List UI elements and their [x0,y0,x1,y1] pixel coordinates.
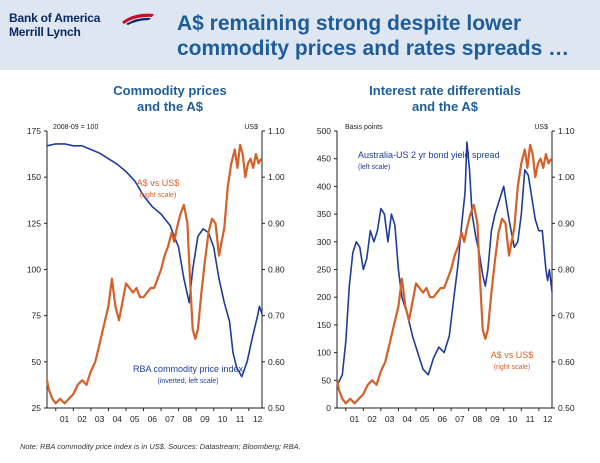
chart1-right-tick-label: 0.70 [268,311,285,321]
chart1-series-sublabel-1: (inverted, left scale) [157,378,218,385]
chart2-x-tick-label: 09 [490,414,500,424]
chart1-x-tick-label: 10 [218,414,228,424]
chart2-x-tick-label: 07 [455,414,465,424]
chart2-right-axis-label: US$ [534,124,548,131]
flag-logo-icon [122,13,154,25]
chart1-right-tick-label: 1.00 [268,172,285,182]
chart1-right-tick-label: 0.60 [268,357,285,367]
chart2-right-tick-label: 1.00 [558,172,575,182]
chart2-left-tick-label: 250 [317,265,331,275]
chart2-right-tick-label: 0.60 [558,357,575,367]
chart2-left-tick-label: 400 [317,181,331,191]
left-panel-title-line-2: and the A$ [137,99,203,114]
chart2-right-tick-label: 1.10 [558,126,575,136]
chart2-left-tick-label: 300 [317,237,331,247]
chart2-right-tick-label: 0.50 [558,403,575,413]
chart2-x-tick-label: 04 [402,414,412,424]
chart1-x-tick-label: 02 [77,414,87,424]
chart1-left-tick-label: 50 [32,357,42,367]
chart1-x-tick-label: 05 [130,414,140,424]
chart1-x-tick-label: 09 [200,414,210,424]
chart1-left-tick-label: 125 [27,218,41,228]
chart1-x-tick-label: 04 [112,414,122,424]
chart1-left-tick-label: 150 [27,172,41,182]
chart2-left-axis-label: Basis points [345,124,383,131]
chart2-left-tick-label: 100 [317,348,331,358]
chart1-series-left-line [46,143,263,378]
chart2-x-tick-label: 08 [473,414,483,424]
chart1-left-axis-label: 2008-09 = 100 [53,124,98,131]
chart2-left-tick-label: 150 [317,320,331,330]
left-panel-title-line-1: Commodity prices [113,83,227,98]
chart1-series-label-1: RBA commodity price index [133,364,244,374]
chart2-right-tick-label: 0.70 [558,311,575,321]
chart2-series-sublabel-0: (left scale) [358,164,390,171]
chart2-series-label-1: A$ vs US$ [491,350,534,360]
chart1-x-tick-label: 08 [183,414,193,424]
chart2-left-tick-label: 200 [317,292,331,302]
chart1-left-tick-label: 175 [27,126,41,136]
page-title-line-1: A$ remaining strong despite lower [177,12,522,35]
right-panel-title: Interest rate differentials and the A$ [330,83,560,115]
chart2-x-tick-label: 12 [543,414,553,424]
chart2-right-tick-label: 0.90 [558,218,575,228]
chart2-series-aud-usd-line [335,143,553,405]
chart1-x-tick-label: 07 [165,414,175,424]
header-banner: Bank of America Merrill Lynch A$ remaini… [0,0,600,70]
chart2-left-tick-label: 350 [317,209,331,219]
chart2-left-tick-label: 500 [317,126,331,136]
logo-line-1: Bank of America [9,11,101,25]
chart2-x-tick-label: 01 [350,414,360,424]
footnote: Note: RBA commodity price index is in US… [20,442,301,451]
chart1-left-tick-label: 75 [32,311,42,321]
logo-line-2: Merrill Lynch [9,25,81,39]
chart2-left-tick-label: 450 [317,154,331,164]
chart1-x-tick-label: 12 [253,414,263,424]
chart2-x-tick-label: 11 [526,414,535,424]
chart2-x-tick-label: 05 [420,414,430,424]
chart1-left-tick-label: 25 [32,403,42,413]
chart1-x-tick-label: 06 [148,414,158,424]
chart1-right-axis-label: US$ [244,124,258,131]
chart2-left-tick-label: 50 [322,375,332,385]
left-panel-title: Commodity prices and the A$ [60,83,280,115]
chart1-series-sublabel-0: (right scale) [140,192,177,199]
chart1-series-aud-usd-line [45,143,263,405]
chart1-right-tick-label: 0.80 [268,265,285,275]
chart2-x-tick-label: 10 [508,414,518,424]
chart2-left-tick-label: 0 [326,403,331,413]
page-title-line-2: commodity prices and rates spreads … [177,37,570,60]
chart2-x-tick-label: 06 [438,414,448,424]
chart2-series-left-line [336,141,553,387]
right-panel-title-line-1: Interest rate differentials [369,83,521,98]
chart1-right-tick-label: 0.90 [268,218,285,228]
chart1-series-label-0: A$ vs US$ [137,178,180,188]
chart2-x-tick-label: 03 [385,414,395,424]
chart2-series-sublabel-1: (right scale) [494,364,531,371]
chart2-x-tick-label: 02 [367,414,377,424]
page-title: A$ remaining strong despite lower commod… [177,11,587,61]
chart2-right-tick-label: 0.80 [558,265,575,275]
chart1-left-tick-label: 100 [27,265,41,275]
chart1-x-tick-label: 11 [236,414,245,424]
chart1-x-tick-label: 03 [95,414,105,424]
chart1-right-tick-label: 0.50 [268,403,285,413]
chart1-right-tick-label: 1.10 [268,126,285,136]
chart1-x-tick-label: 01 [60,414,70,424]
bank-logo: Bank of America Merrill Lynch [9,11,159,39]
chart2-series-label-0: Australia-US 2 yr bond yield spread [358,150,500,160]
right-panel-title-line-2: and the A$ [412,99,478,114]
